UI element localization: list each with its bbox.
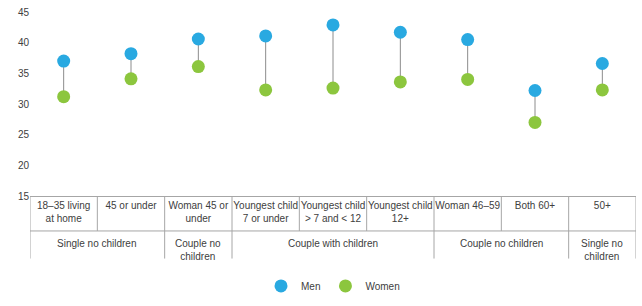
- svg-text:25: 25: [18, 129, 30, 140]
- svg-text:Youngest child7 or under: Youngest child7 or under: [233, 200, 298, 224]
- svg-text:Couple no children: Couple no children: [460, 238, 543, 249]
- svg-text:45: 45: [18, 7, 30, 18]
- svg-text:20: 20: [18, 160, 30, 171]
- svg-text:Men: Men: [301, 281, 320, 292]
- svg-text:45 or under: 45 or under: [105, 200, 157, 211]
- svg-text:Woman 46–59: Woman 46–59: [435, 200, 500, 211]
- svg-text:15: 15: [18, 191, 30, 202]
- svg-text:Woman 45 orunder: Woman 45 orunder: [168, 200, 229, 224]
- svg-text:30: 30: [18, 99, 30, 110]
- svg-text:Single no children: Single no children: [57, 238, 137, 249]
- svg-text:18–35 livingat home: 18–35 livingat home: [37, 200, 90, 224]
- svg-text:Couple nochildren: Couple nochildren: [175, 238, 221, 262]
- svg-text:Women: Women: [365, 281, 399, 292]
- svg-text:Youngest child> 7 and < 12: Youngest child> 7 and < 12: [301, 200, 366, 224]
- svg-text:35: 35: [18, 68, 30, 79]
- svg-text:Single nochildren: Single nochildren: [581, 238, 623, 262]
- svg-text:Youngest child12+: Youngest child12+: [368, 200, 433, 224]
- svg-text:Both 60+: Both 60+: [515, 200, 555, 211]
- svg-text:Couple with children: Couple with children: [288, 238, 378, 249]
- svg-text:50+: 50+: [594, 200, 611, 211]
- svg-text:40: 40: [18, 37, 30, 48]
